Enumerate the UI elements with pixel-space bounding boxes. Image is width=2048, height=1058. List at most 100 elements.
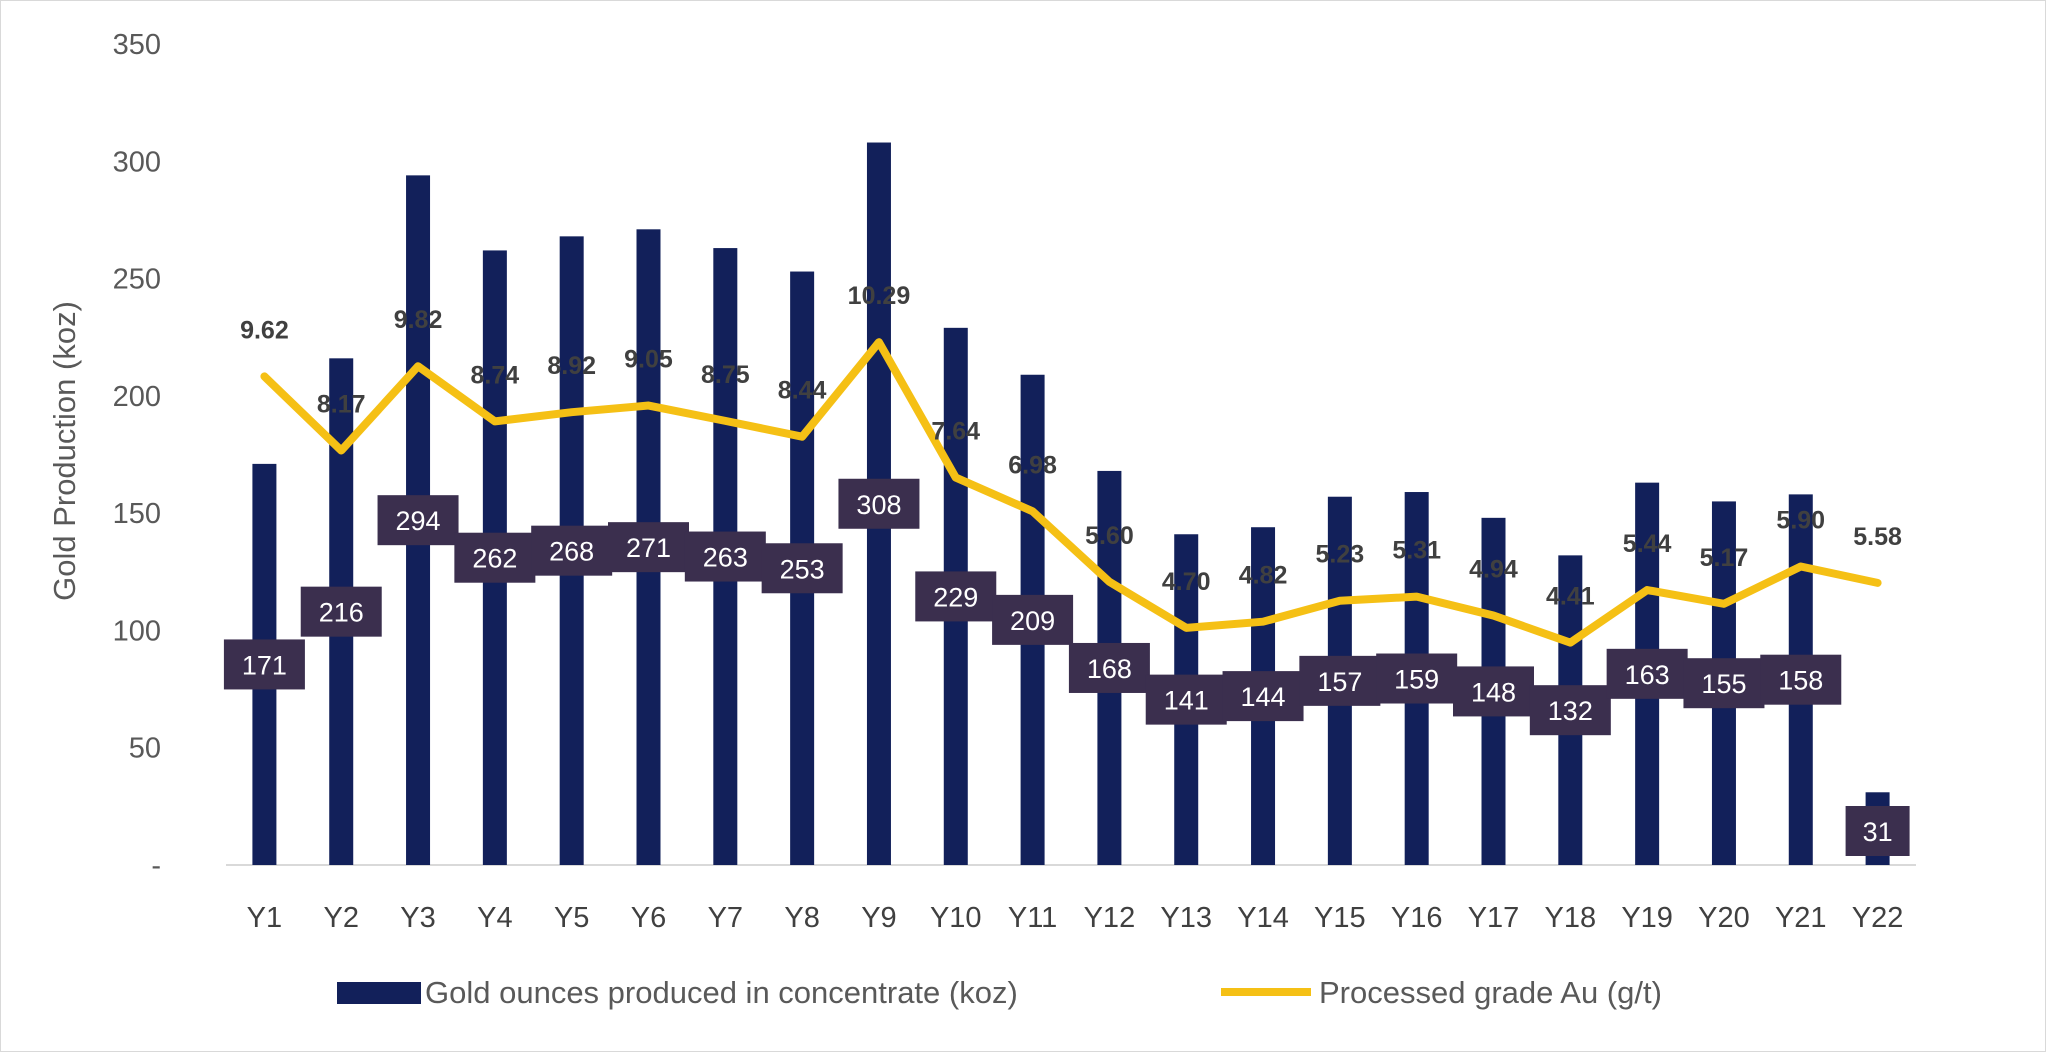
bar-data-label-box xyxy=(223,639,305,690)
bar-data-label: 157 xyxy=(1317,667,1362,697)
bar-data-label: 168 xyxy=(1087,654,1132,684)
bar-data-label: 148 xyxy=(1471,677,1516,707)
x-tick-label: Y2 xyxy=(323,902,358,934)
grade-data-label: 4.94 xyxy=(1469,556,1518,584)
x-tick-label: Y14 xyxy=(1237,902,1289,934)
grade-data-label: 5.58 xyxy=(1853,523,1902,551)
bar-data-label: 171 xyxy=(242,650,287,680)
grade-data-label: 5.23 xyxy=(1316,541,1365,569)
y-axis-title: Gold Production (koz) xyxy=(47,301,82,601)
y-tick-label: 350 xyxy=(113,29,161,61)
x-tick-label: Y6 xyxy=(631,902,666,934)
grade-data-label: 8.75 xyxy=(701,361,750,389)
bar-data-label-box xyxy=(300,586,382,637)
x-tick-label: Y1 xyxy=(247,902,282,934)
bar-data-label-box xyxy=(761,543,843,594)
line-series xyxy=(260,338,1882,647)
bar-data-label: 229 xyxy=(933,582,978,612)
bar-data-label: 268 xyxy=(549,537,594,567)
y-tick-label: 300 xyxy=(113,146,161,178)
bar-data-label: 271 xyxy=(626,533,671,563)
x-tick-label: Y17 xyxy=(1468,902,1520,934)
bar-data-label-box xyxy=(1606,648,1688,699)
grade-data-label: 5.90 xyxy=(1776,507,1825,535)
bar-data-label: 159 xyxy=(1394,665,1439,695)
bar-data-label: 263 xyxy=(703,543,748,573)
bar-data-label: 141 xyxy=(1164,686,1209,716)
bar-data-label-box xyxy=(454,532,536,583)
x-tick-label: Y7 xyxy=(708,902,743,934)
bar-data-label-box xyxy=(1845,806,1910,856)
x-tick-label: Y5 xyxy=(554,902,589,934)
bar-data-label: 262 xyxy=(472,544,517,574)
line-data-labels: 9.62 8.17 9.82 8.74 8.92 9.05 8.75 8.44 10.29 7.6… xyxy=(240,282,1902,610)
legend-line-label: Processed grade Au (g/t) xyxy=(1319,975,1662,1010)
bar-data-label-box xyxy=(1299,655,1381,706)
bar-data-label-box xyxy=(915,571,997,622)
y-axis-ticks: - 50 100 150 200 250 300 350 xyxy=(113,29,161,882)
grade-data-label: 5.60 xyxy=(1085,522,1134,550)
bar-data-label: 155 xyxy=(1701,669,1746,699)
bar-data-label-box xyxy=(1145,674,1227,725)
bar-data-label-box xyxy=(992,594,1074,645)
bar-data-label: 253 xyxy=(780,554,825,584)
grade-data-label: 10.29 xyxy=(848,282,911,310)
legend-bar-swatch xyxy=(337,982,421,1004)
bar-data-label-box xyxy=(531,525,613,576)
y-tick-label: 100 xyxy=(113,615,161,647)
y-tick-label: - xyxy=(151,850,161,882)
grade-data-label: 5.31 xyxy=(1392,537,1441,565)
bar-data-label: 132 xyxy=(1548,696,1593,726)
grade-data-label: 8.74 xyxy=(471,361,520,389)
bar-data-label-box xyxy=(1529,685,1611,736)
grade-data-label: 7.64 xyxy=(931,418,980,446)
bar-data-label: 163 xyxy=(1625,660,1670,690)
bar-data-label-box xyxy=(838,478,920,529)
x-tick-label: Y15 xyxy=(1314,902,1366,934)
bar-data-label-box xyxy=(608,522,689,573)
x-tick-label: Y10 xyxy=(930,902,982,934)
grade-data-label: 6.98 xyxy=(1008,451,1057,479)
x-tick-label: Y4 xyxy=(477,902,512,934)
bar-data-labels: 171 216 294 262 268 271 263 253 308 229 209 168 141 1… xyxy=(223,478,1910,856)
y-tick-label: 250 xyxy=(113,264,161,296)
grade-data-label: 5.17 xyxy=(1700,544,1749,572)
bar-data-label-box xyxy=(1376,653,1458,704)
bar-data-label: 209 xyxy=(1010,606,1055,636)
y-tick-label: 200 xyxy=(113,381,161,413)
x-tick-label: Y19 xyxy=(1621,902,1673,934)
x-tick-label: Y8 xyxy=(784,902,819,934)
x-tick-label: Y18 xyxy=(1545,902,1597,934)
x-tick-label: Y20 xyxy=(1698,902,1750,934)
grade-data-label: 5.44 xyxy=(1623,530,1672,558)
bar-data-label-box xyxy=(1222,671,1304,722)
grade-data-label: 4.82 xyxy=(1239,562,1288,590)
bar-data-label: 216 xyxy=(319,598,364,628)
bar-data-label-box xyxy=(1683,658,1765,709)
grade-data-label: 8.17 xyxy=(317,391,366,419)
x-axis-category-labels: Y1 Y2 Y3 Y4 Y5 Y6 Y7 Y8 Y9 Y10 Y11 Y12 Y13 Y14 Y15 Y16 Y… xyxy=(247,902,1904,934)
grade-line xyxy=(260,338,1882,647)
grade-data-label: 4.41 xyxy=(1546,583,1595,611)
x-tick-label: Y16 xyxy=(1391,902,1443,934)
bar-data-label: 31 xyxy=(1863,817,1893,847)
bar-data-label: 308 xyxy=(856,490,901,520)
grade-data-label: 9.05 xyxy=(624,346,673,374)
legend: Gold ounces produced in concentrate (koz… xyxy=(337,975,1662,1010)
grade-data-label: 8.44 xyxy=(778,377,827,405)
bar-data-label-box xyxy=(684,531,766,582)
grade-data-label: 8.92 xyxy=(547,352,596,380)
bar-series xyxy=(252,142,1890,866)
legend-bar-label: Gold ounces produced in concentrate (koz… xyxy=(425,975,1018,1010)
x-tick-label: Y3 xyxy=(400,902,435,934)
bar-data-label: 294 xyxy=(396,506,441,536)
y-tick-label: 50 xyxy=(129,733,161,765)
x-tick-label: Y22 xyxy=(1852,902,1904,934)
bar-data-label-box xyxy=(1068,642,1150,693)
x-tick-label: Y11 xyxy=(1008,902,1057,934)
grade-data-label: 9.62 xyxy=(240,316,289,344)
bar-data-label-box xyxy=(1760,654,1842,705)
y-tick-label: 150 xyxy=(113,498,161,530)
